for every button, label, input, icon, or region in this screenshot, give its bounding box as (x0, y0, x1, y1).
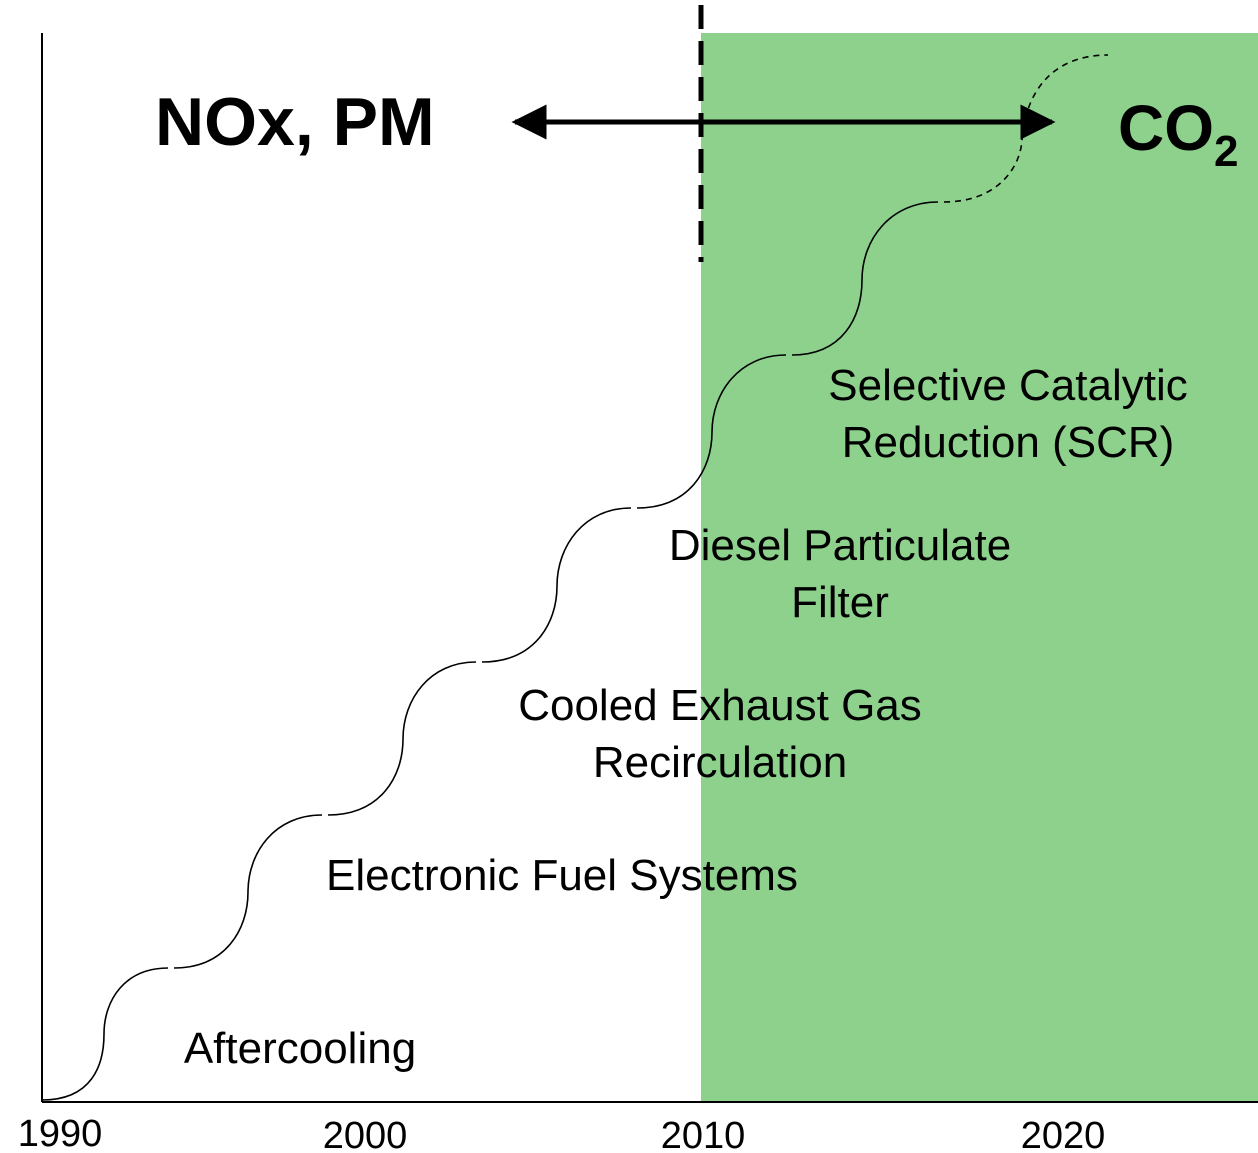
step (173, 814, 323, 969)
tech-label: Reduction (SCR) (842, 418, 1175, 467)
tech-label: Filter (791, 578, 889, 627)
right-label: CO2 (1118, 92, 1238, 176)
tech-label: Recirculation (593, 738, 847, 787)
tech-label: Cooled Exhaust Gas (518, 681, 922, 730)
step (791, 201, 939, 356)
year-label: 2010 (661, 1115, 746, 1153)
left-label: NOx, PM (155, 84, 435, 160)
step-curve (41, 54, 1109, 1101)
tech-label: Electronic Fuel Systems (326, 851, 798, 900)
step (636, 354, 787, 509)
co2-era-region (701, 33, 1258, 1102)
tech-label: Selective Catalytic (828, 361, 1187, 410)
year-label: 2000 (323, 1115, 408, 1153)
right-label-text: CO (1118, 92, 1214, 164)
right-label-subscript: 2 (1214, 127, 1238, 176)
step (327, 661, 477, 816)
step (481, 507, 632, 663)
step (41, 967, 169, 1101)
tech-label: Diesel Particulate (669, 521, 1011, 570)
tech-label: Aftercooling (184, 1024, 416, 1073)
step-projected (943, 54, 1109, 203)
year-label: 1990 (18, 1113, 103, 1153)
year-label: 2020 (1021, 1115, 1106, 1153)
